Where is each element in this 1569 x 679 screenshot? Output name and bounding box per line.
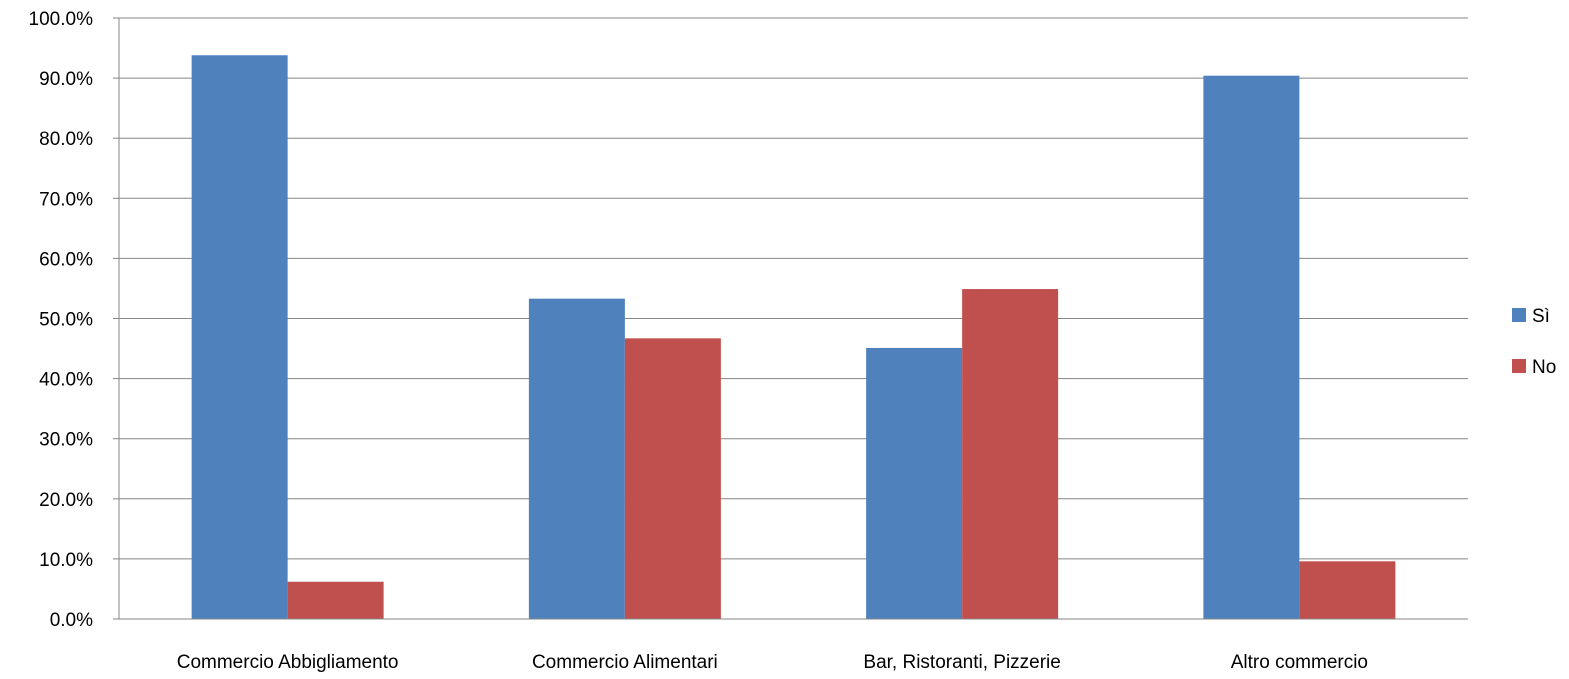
x-axis-category-labels: Commercio Abbigliamento Commercio Aliment…: [177, 652, 1368, 673]
legend-swatch: [1512, 308, 1526, 322]
y-tick-label: 50.0%: [39, 310, 93, 331]
axes: [113, 17, 1468, 620]
y-tick-label: 10.0%: [39, 550, 93, 571]
bar-no-1: [287, 581, 384, 619]
y-axis-tick-labels: 0.0% 10.0% 20.0% 30.0% 40.0% 50.0% 60.0% 70.0% 8…: [29, 9, 94, 631]
y-tick-label: 90.0%: [39, 69, 93, 90]
gridlines: [119, 17, 1468, 560]
x-category-label: Bar, Ristoranti, Pizzerie: [863, 652, 1060, 673]
legend: Sì No: [1512, 306, 1556, 378]
bar-no-3: [962, 289, 1059, 619]
bar-si-3: [866, 347, 963, 619]
legend-label: No: [1532, 357, 1556, 378]
y-tick-label: 0.0%: [50, 610, 93, 631]
y-tick-label: 80.0%: [39, 129, 93, 150]
y-tick-label: 30.0%: [39, 430, 93, 451]
x-category-label: Commercio Abbigliamento: [177, 652, 399, 673]
bar-si-2: [528, 298, 625, 619]
legend-swatch: [1512, 359, 1526, 373]
bar-no-2: [624, 338, 721, 619]
y-tick-label: 60.0%: [39, 249, 93, 270]
bar-no-4: [1299, 561, 1396, 619]
bar-si-4: [1203, 75, 1300, 620]
y-tick-label: 20.0%: [39, 490, 93, 511]
y-tick-label: 40.0%: [39, 370, 93, 391]
legend-label: Sì: [1532, 306, 1550, 327]
y-tick-label: 100.0%: [29, 9, 94, 30]
x-category-label: Commercio Alimentari: [532, 652, 718, 673]
y-tick-label: 70.0%: [39, 189, 93, 210]
x-category-label: Altro commercio: [1231, 652, 1368, 673]
bars: [191, 55, 1396, 620]
bar-si-1: [191, 55, 288, 619]
